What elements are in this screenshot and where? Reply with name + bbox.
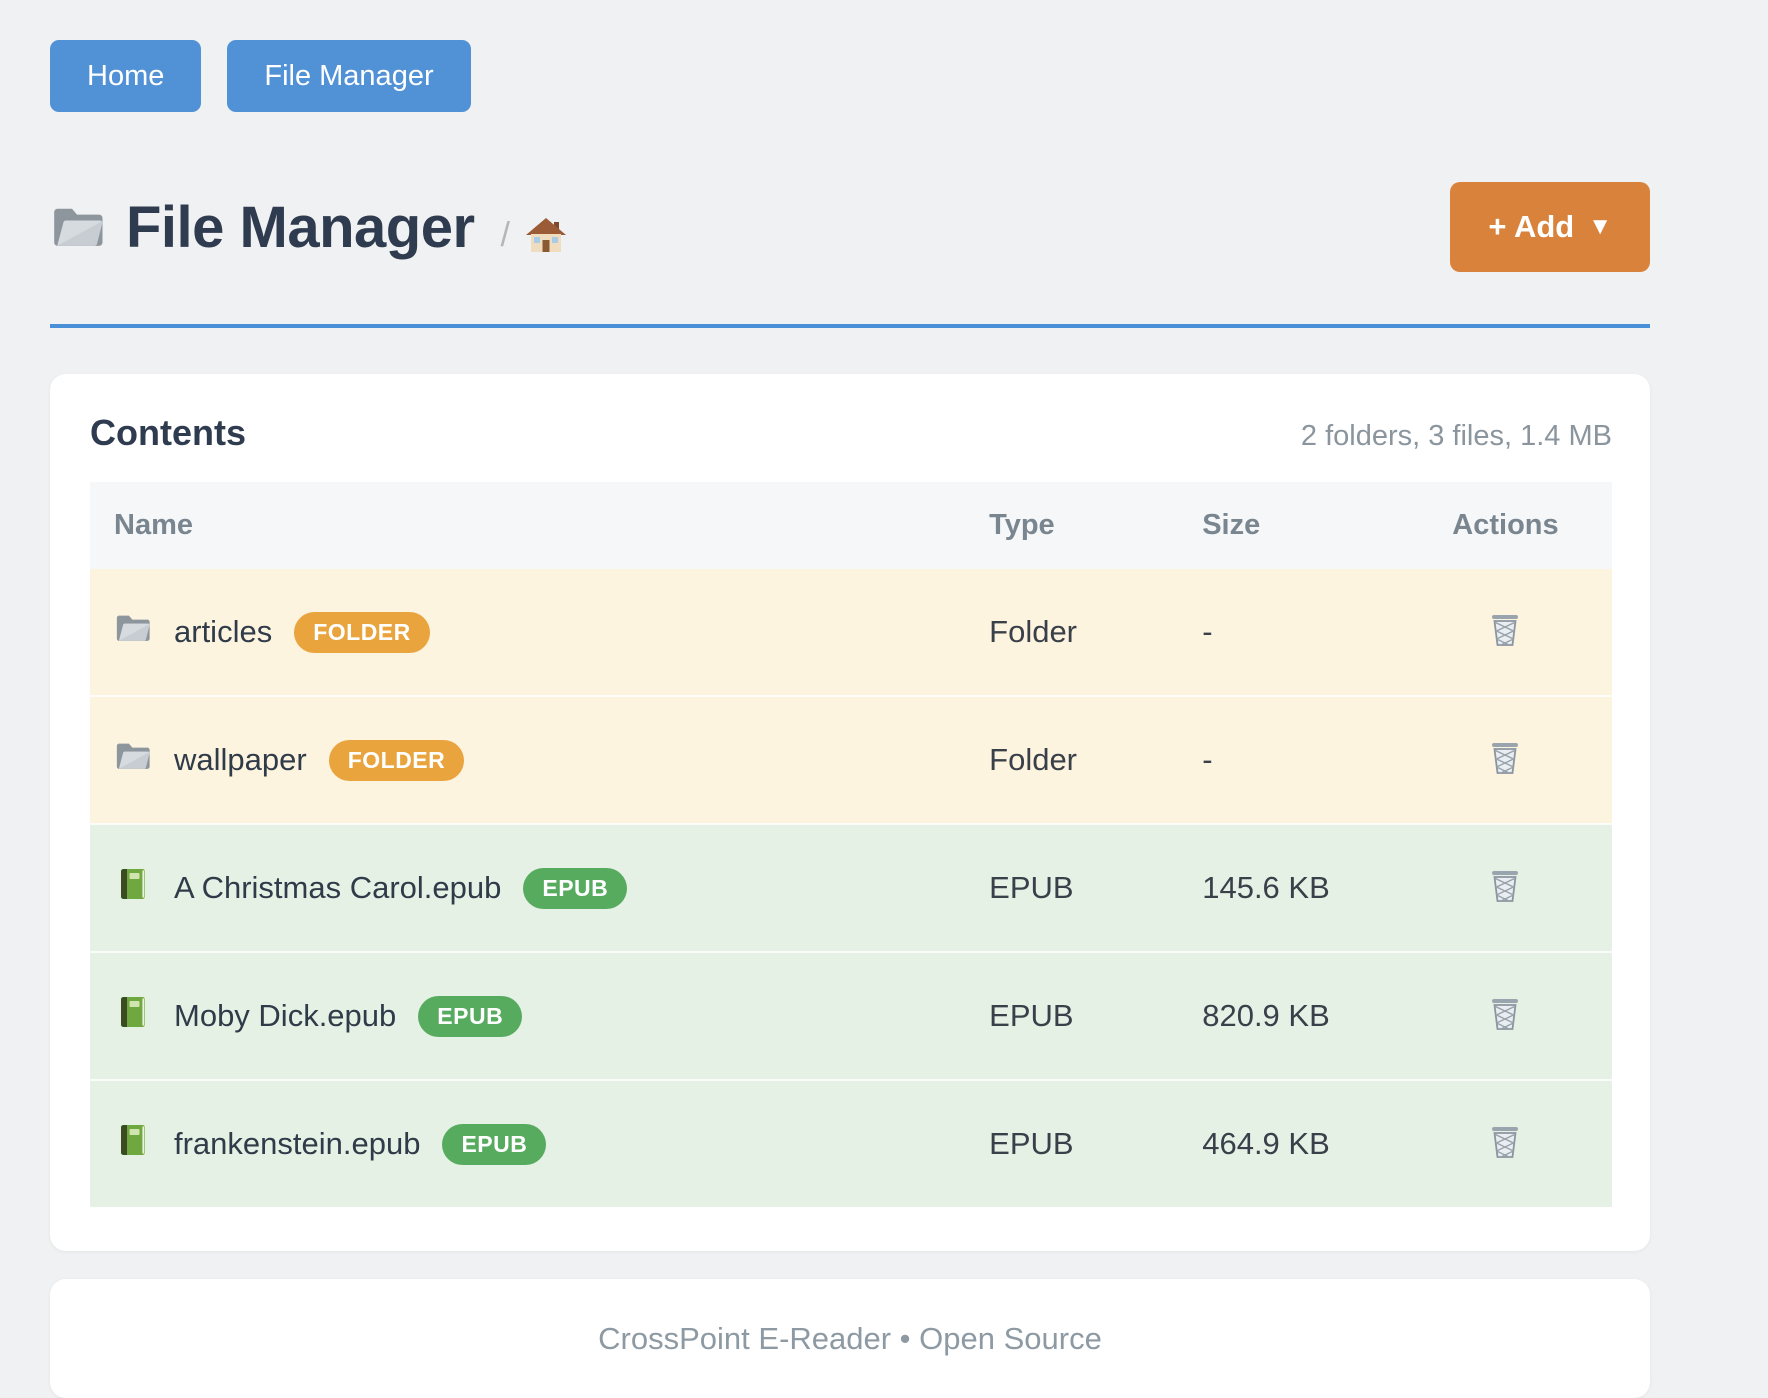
item-type: EPUB (965, 1079, 1179, 1207)
column-header-name: Name (90, 482, 966, 569)
table-row: wallpaper FOLDER Folder - (90, 695, 1612, 824)
item-name[interactable]: articles (174, 614, 273, 649)
add-button-label: + Add (1488, 209, 1575, 244)
item-size: 820.9 KB (1178, 951, 1399, 1080)
footer: CrossPoint E-Reader • Open Source (50, 1279, 1650, 1398)
breadcrumb-separator: / (500, 215, 510, 254)
type-badge: EPUB (418, 995, 523, 1037)
footer-text: CrossPoint E-Reader • Open Source (598, 1320, 1102, 1356)
nav-home-button[interactable]: Home (50, 40, 202, 112)
trash-icon (1488, 1123, 1522, 1161)
delete-button[interactable] (1482, 607, 1528, 653)
delete-button[interactable] (1482, 735, 1528, 781)
item-name[interactable]: A Christmas Carol.epub (174, 870, 502, 905)
contents-summary: 2 folders, 3 files, 1.4 MB (1300, 420, 1612, 452)
folder-icon (114, 611, 152, 653)
table-row: A Christmas Carol.epub EPUB EPUB 145.6 K… (90, 823, 1612, 952)
item-size: 145.6 KB (1178, 823, 1399, 952)
green-book-icon (114, 867, 152, 909)
type-badge: FOLDER (294, 611, 430, 653)
page-header: File Manager / + Add ▼ (50, 182, 1650, 272)
header-divider (50, 324, 1650, 328)
delete-button[interactable] (1482, 1119, 1528, 1165)
table-row: frankenstein.epub EPUB EPUB 464.9 KB (90, 1079, 1612, 1207)
table-header-row: Name Type Size Actions (90, 482, 1612, 569)
add-button[interactable]: + Add ▼ (1450, 182, 1650, 272)
breadcrumb: / (501, 216, 567, 255)
item-type: EPUB (965, 951, 1179, 1080)
type-badge: FOLDER (328, 739, 465, 781)
trash-icon (1488, 995, 1522, 1033)
green-book-icon (114, 995, 152, 1037)
nav-file-manager-button[interactable]: File Manager (227, 40, 471, 112)
column-header-actions: Actions (1398, 482, 1612, 569)
trash-icon (1488, 739, 1522, 777)
item-name[interactable]: frankenstein.epub (174, 1126, 421, 1161)
folder-icon (114, 739, 152, 781)
item-type: Folder (989, 614, 1078, 649)
column-header-type: Type (965, 482, 1179, 569)
contents-card: Contents 2 folders, 3 files, 1.4 MB Name… (50, 374, 1650, 1251)
page-title: File Manager (126, 194, 475, 260)
table-row: Moby Dick.epub EPUB EPUB 820.9 KB (90, 951, 1612, 1080)
green-book-icon (114, 1123, 152, 1165)
trash-icon (1488, 867, 1522, 905)
table-row: articles FOLDER Folder - (90, 569, 1612, 696)
type-badge: EPUB (442, 1123, 547, 1165)
item-size: - (1202, 614, 1213, 649)
home-icon[interactable] (525, 216, 567, 254)
item-type: Folder (965, 695, 1179, 824)
trash-icon (1488, 611, 1522, 649)
folder-icon (54, 208, 103, 246)
type-badge: EPUB (523, 867, 628, 909)
page-container: Home File Manager File Manager / + Add ▼ (50, 0, 1650, 1398)
item-type: EPUB (965, 823, 1179, 952)
delete-button[interactable] (1482, 991, 1528, 1037)
caret-down-icon: ▼ (1588, 213, 1612, 240)
file-table: Name Type Size Actions articles FOLDER F… (90, 482, 1612, 1207)
delete-button[interactable] (1482, 863, 1528, 909)
item-size: 464.9 KB (1178, 1079, 1399, 1207)
card-title: Contents (90, 412, 246, 453)
item-name[interactable]: Moby Dick.epub (174, 998, 397, 1033)
top-nav: Home File Manager (50, 0, 1650, 112)
item-size: - (1178, 695, 1399, 824)
column-header-size: Size (1178, 482, 1399, 569)
item-name[interactable]: wallpaper (174, 742, 307, 777)
